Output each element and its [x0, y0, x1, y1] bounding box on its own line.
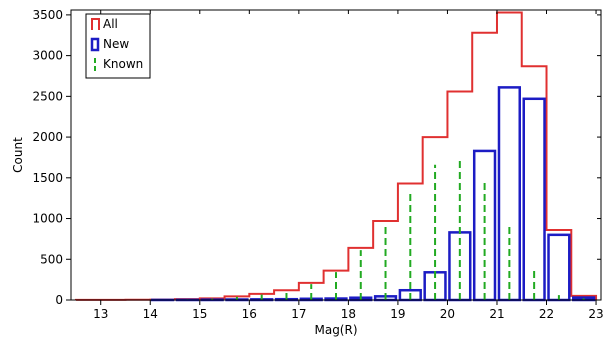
y-tick-label: 3500	[32, 8, 63, 22]
y-tick-label: 1500	[32, 171, 63, 185]
y-tick-label: 0	[55, 293, 63, 307]
legend-box	[85, 13, 151, 79]
axes: 13 14 15 16 17 18 19 20 21 22 23 0 500 1000 1500 2000 25…	[32, 8, 603, 321]
x-axis-label: Mag(R)	[314, 323, 357, 337]
series-all-step	[74, 11, 598, 301]
legend-swatch	[91, 18, 100, 30]
legend-item-new: New	[90, 37, 129, 52]
y-axis-label: Count	[11, 137, 25, 173]
legend-item-all: All	[91, 17, 118, 31]
legend: All New Known	[85, 13, 151, 79]
x-tick-label: 13	[93, 307, 108, 321]
x-tick-label: 16	[242, 307, 257, 321]
x-tick-label: 17	[291, 307, 306, 321]
y-tick-label: 3000	[32, 49, 63, 63]
y-tick-label: 2500	[32, 89, 63, 103]
legend-label: Known	[103, 57, 143, 71]
x-tick-label: 21	[489, 307, 504, 321]
plot-marks	[74, 11, 598, 302]
x-tick-label: 18	[341, 307, 356, 321]
x-tick-label: 20	[440, 307, 455, 321]
series-new-bar	[522, 97, 546, 302]
x-tick-label: 23	[588, 307, 603, 321]
plot-frame	[70, 9, 602, 301]
x-tick-label: 19	[390, 307, 405, 321]
series-new-bar	[547, 233, 571, 302]
y-tick-label: 1000	[32, 212, 63, 226]
legend-swatch	[90, 37, 100, 52]
x-tick-label: 22	[539, 307, 554, 321]
legend-item-known: Known	[94, 57, 143, 71]
series-new-bar	[497, 86, 521, 302]
x-tick-label: 14	[143, 307, 158, 321]
y-tick-label: 500	[40, 252, 63, 266]
x-tick-label: 15	[192, 307, 207, 321]
legend-label: New	[103, 37, 129, 51]
y-tick-label: 2000	[32, 130, 63, 144]
legend-label: All	[103, 17, 118, 31]
